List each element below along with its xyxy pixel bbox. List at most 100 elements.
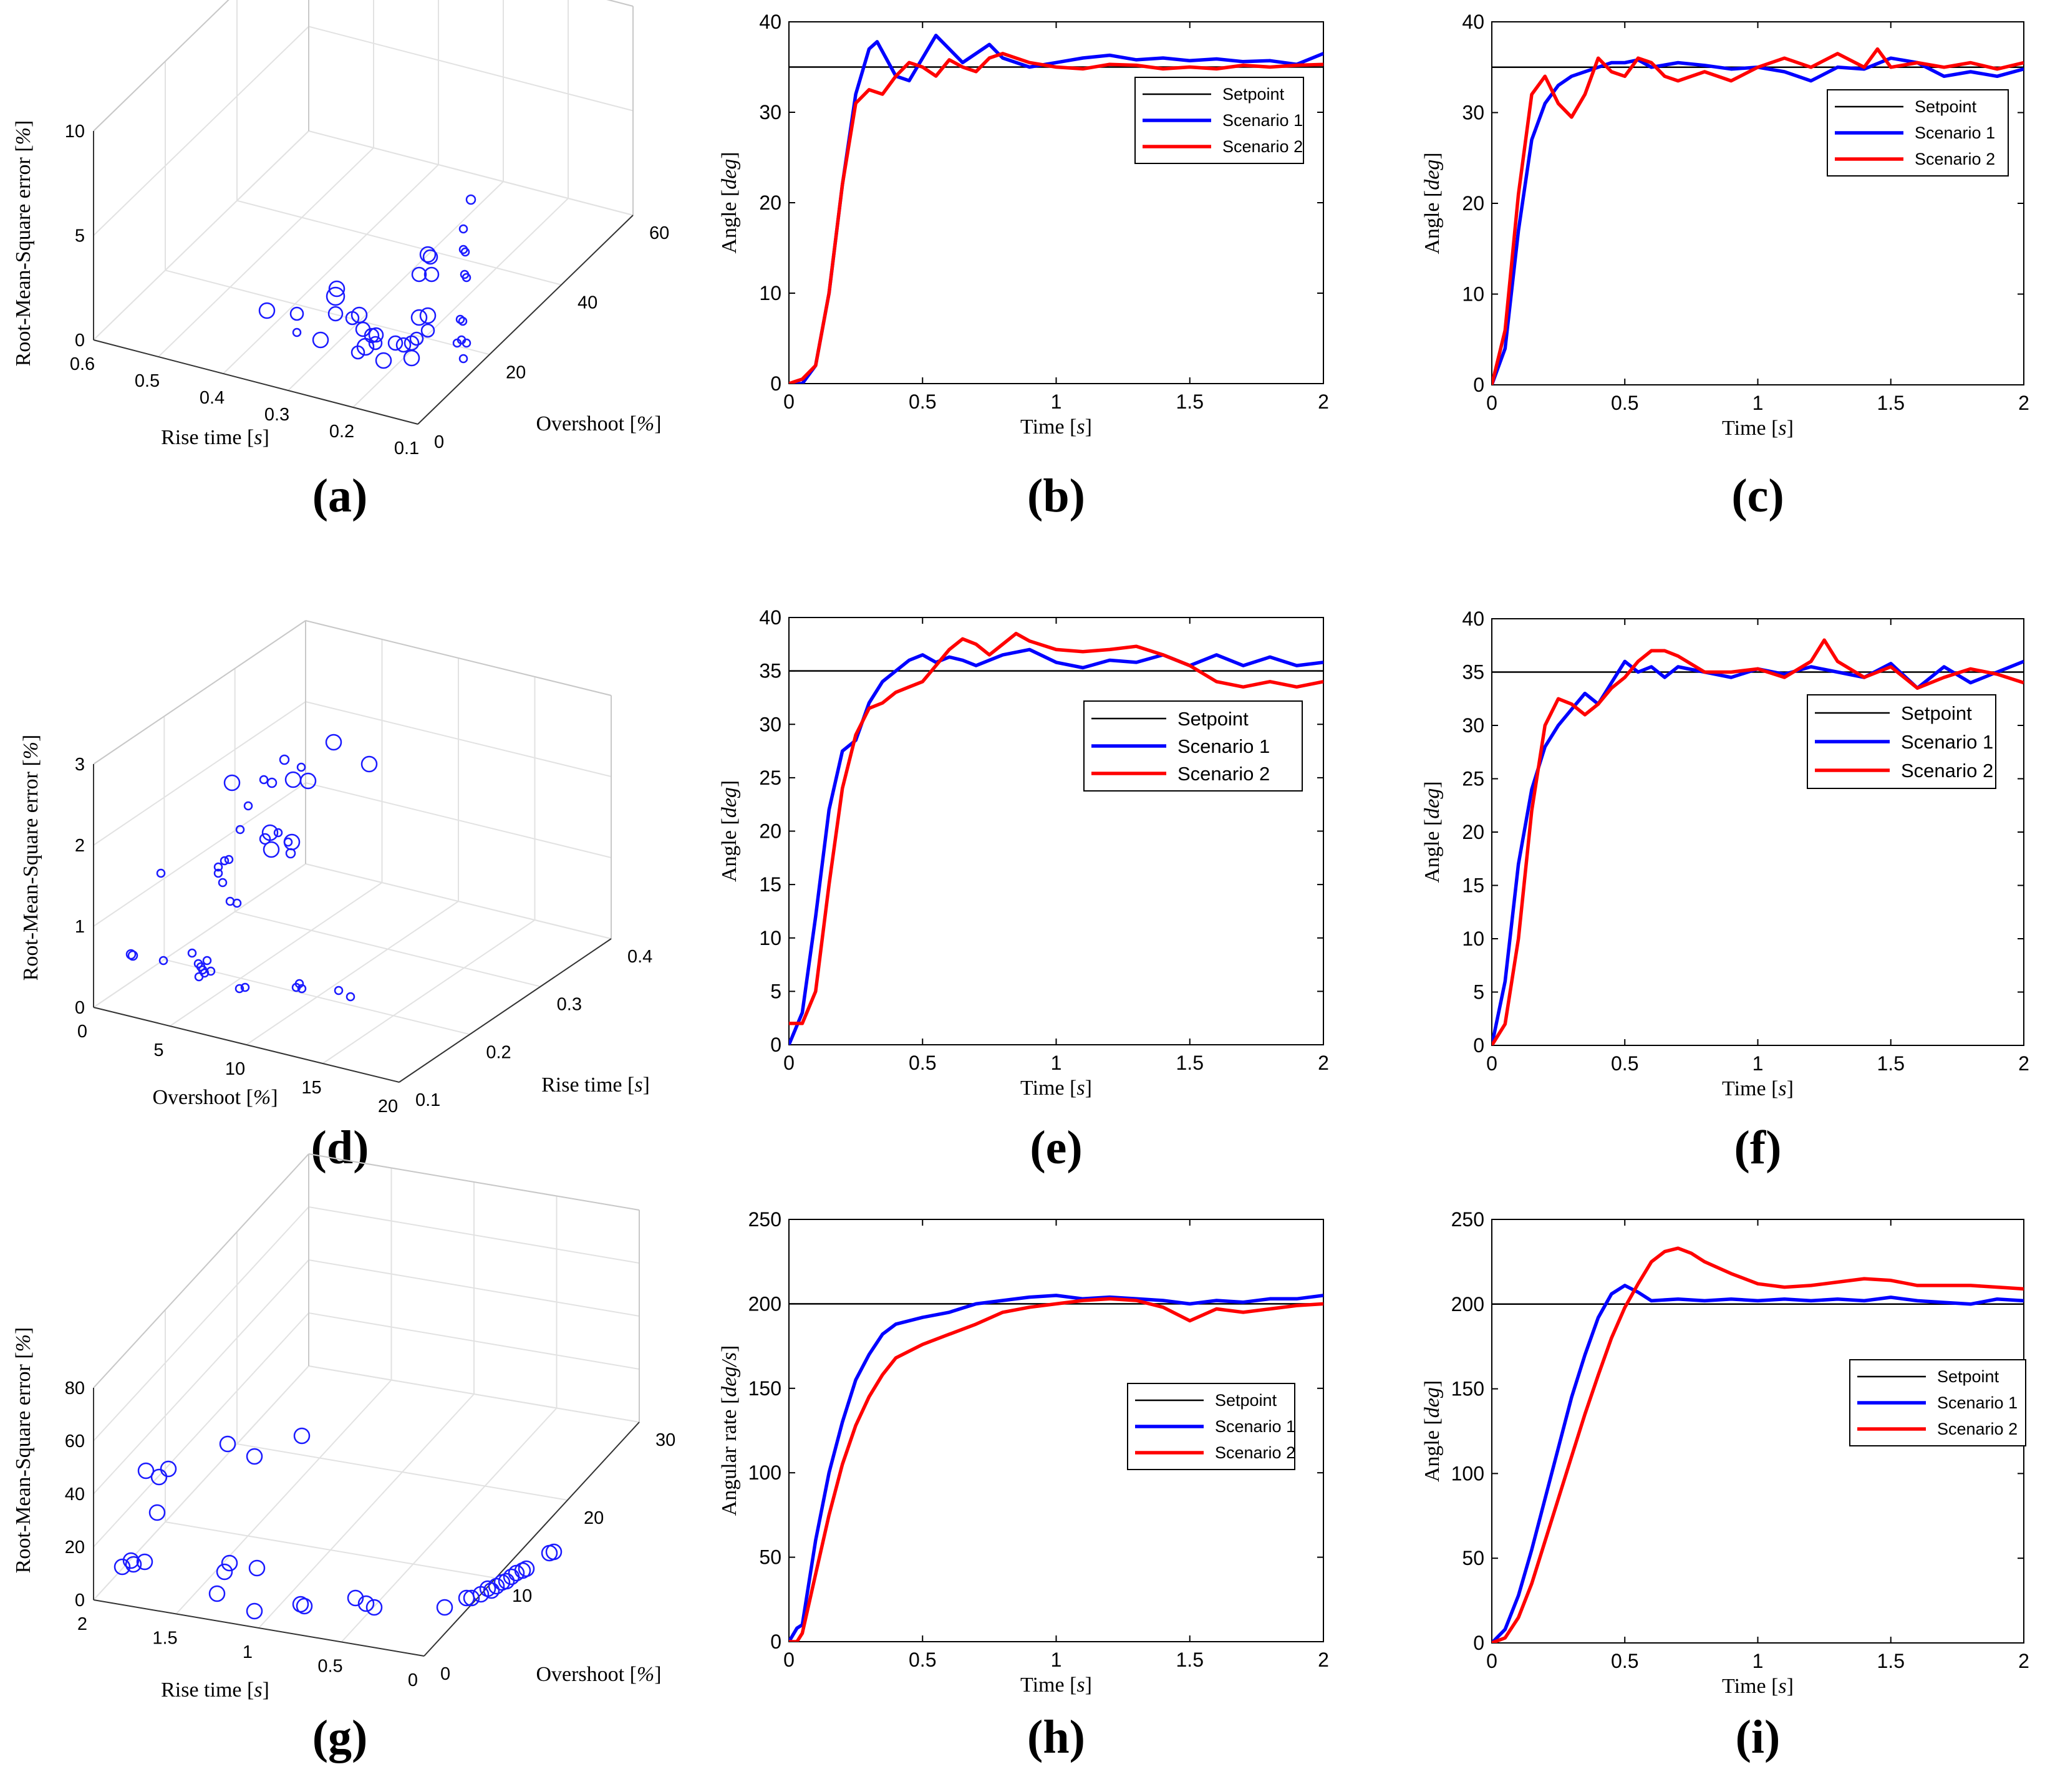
- grid-line: [169, 882, 383, 1027]
- scatter-point: [243, 801, 253, 811]
- scatter-point: [283, 833, 301, 851]
- scatter-point: [458, 224, 468, 234]
- scatter-point: [156, 868, 166, 878]
- series-line-1: [1492, 56, 2024, 385]
- y-axis-label: Angle [deg]: [1421, 781, 1444, 883]
- scatter-point: [248, 1559, 266, 1577]
- y-tick-label: 20: [759, 191, 781, 214]
- y-tick-label: 10: [1462, 927, 1484, 950]
- y-tick-label: 0.1: [415, 1090, 440, 1110]
- scatter-point: [462, 338, 471, 348]
- scatter-point: [220, 856, 230, 866]
- y-axis-label: Rise time [s]: [541, 1073, 650, 1097]
- y-tick-label: 0: [770, 372, 781, 395]
- y-tick-label: 25: [759, 767, 781, 789]
- x-tick-label: 1: [1753, 1650, 1764, 1672]
- z-axis-label: Root-Mean-Square error [%]: [19, 735, 42, 981]
- panel-caption: (e): [1030, 1121, 1082, 1174]
- series-line-1: [789, 1294, 1323, 1642]
- box-edge: [93, 1153, 309, 1388]
- scatter-point: [202, 956, 212, 966]
- y-tick-label: 30: [655, 1430, 675, 1450]
- grid-line: [93, 130, 309, 341]
- scatter-point: [296, 1597, 313, 1615]
- scatter-point: [483, 1582, 500, 1599]
- legend-entry: Scenario 1: [1222, 111, 1303, 130]
- legend: Setpoint Scenario 1 Scenario 2: [1807, 694, 1996, 789]
- grid-line: [258, 1393, 475, 1629]
- x-tick-label: 0.1: [394, 438, 419, 458]
- x-tick-label: 1.5: [1176, 1649, 1204, 1671]
- y-axis-label: Angle [deg]: [1421, 152, 1444, 254]
- series-line-2: [1492, 47, 2024, 385]
- y-tick-label: 0: [440, 1664, 450, 1684]
- y-tick-label: 35: [759, 660, 781, 682]
- scatter-point: [423, 266, 440, 283]
- y-axis-label: Overshoot [%]: [536, 412, 661, 435]
- y-tick-label: 20: [506, 362, 526, 382]
- y-tick-label: 150: [748, 1377, 781, 1400]
- panel-a: 0.6 0.5 0.4 0.3 0.2 0.1 0 20 40 60 0 5 10 Rise time […: [12, 0, 669, 522]
- scatter-point: [462, 273, 471, 283]
- scatter-point: [246, 1448, 263, 1465]
- scatter-point: [518, 1560, 535, 1577]
- scatter-point: [452, 338, 462, 348]
- panel-caption: (i): [1736, 1711, 1781, 1763]
- grid-line: [93, 782, 306, 927]
- y-tick-label: 20: [1462, 821, 1484, 843]
- x-tick-label: 1: [1753, 392, 1764, 414]
- y-tick-label: 200: [1451, 1293, 1484, 1315]
- grid-line: [93, 26, 309, 236]
- scatter-point: [326, 286, 346, 306]
- x-tick-label: 1: [243, 1642, 253, 1662]
- panel-g: 2 1.5 1 0.5 0 0 10 20 30 0 20 40 60 80 Rise time [s] Ov…: [12, 1153, 675, 1763]
- y-tick-label: 25: [1462, 768, 1484, 790]
- x-tick-label: 0.5: [317, 1657, 342, 1677]
- y-tick-label: 30: [1462, 102, 1484, 124]
- y-tick-label: 0.3: [557, 995, 582, 1015]
- scatter-point: [261, 824, 279, 841]
- scatter-point: [365, 1599, 383, 1616]
- y-tick-label: 200: [748, 1292, 781, 1315]
- x-axis-label: Time [s]: [1020, 1077, 1092, 1100]
- legend-entry: Scenario 1: [1937, 1393, 2018, 1412]
- legend-entry: Scenario 2: [1177, 763, 1270, 785]
- grid-line: [223, 164, 439, 374]
- legend-entry: Scenario 2: [1215, 1443, 1295, 1462]
- scatter-point: [284, 771, 302, 788]
- series-line-2: [789, 1297, 1323, 1642]
- scatter-point: [122, 1552, 140, 1569]
- x-tick-label: 0: [783, 390, 795, 413]
- y-tick-label: 50: [759, 1546, 781, 1569]
- x-tick-label: 2: [2018, 392, 2029, 414]
- x-tick-label: 0.5: [1611, 1650, 1638, 1672]
- box-edge: [308, 1153, 640, 1211]
- x-tick-label: 5: [153, 1040, 163, 1060]
- z-tick-label: 0: [75, 998, 85, 1018]
- x-axis-label: Time [s]: [1722, 1675, 1794, 1698]
- y-tick-label: 100: [748, 1461, 781, 1484]
- series-line-2: [1492, 1246, 2024, 1643]
- scatter-point: [419, 307, 437, 324]
- x-axis-label: Time [s]: [1020, 415, 1092, 438]
- y-tick-label: 40: [578, 293, 597, 313]
- scatter-point: [292, 327, 302, 337]
- grid-line: [93, 0, 230, 132]
- x-axis-label: Rise time [s]: [161, 1678, 269, 1702]
- legend: Setpoint Scenario 1 Scenario 2: [1127, 1383, 1295, 1470]
- x-tick-label: 2: [2018, 1650, 2029, 1672]
- x-axis-line: [93, 339, 418, 425]
- scatter-point: [294, 979, 304, 989]
- x-axis-line: [93, 1599, 425, 1657]
- scatter-point: [213, 862, 223, 872]
- scatter-point: [325, 734, 342, 751]
- scatter-point: [127, 950, 138, 961]
- scatter-point: [246, 1602, 263, 1620]
- scatter-point: [125, 1556, 142, 1573]
- y-tick-label: 0: [434, 432, 444, 452]
- x-tick-label: 2: [1318, 390, 1329, 413]
- y-axis-label: Overshoot [%]: [536, 1663, 661, 1686]
- scatter-point: [368, 336, 383, 351]
